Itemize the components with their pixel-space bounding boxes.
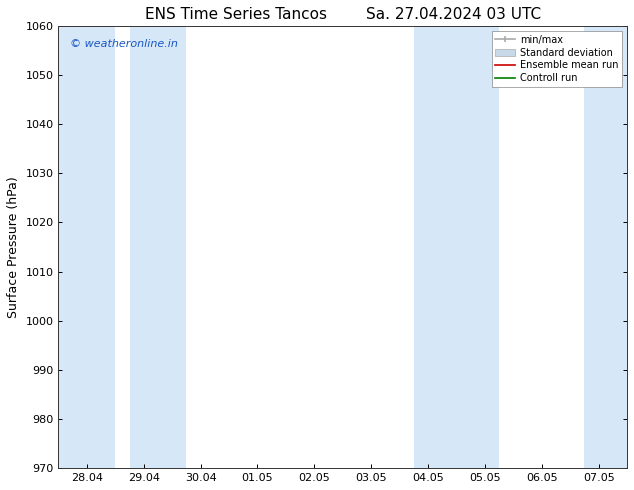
Y-axis label: Surface Pressure (hPa): Surface Pressure (hPa) — [7, 176, 20, 318]
Bar — [129, 26, 186, 468]
Text: © weatheronline.in: © weatheronline.in — [70, 39, 178, 49]
Title: ENS Time Series Tancos        Sa. 27.04.2024 03 UTC: ENS Time Series Tancos Sa. 27.04.2024 03… — [145, 7, 541, 22]
Bar — [58, 26, 115, 468]
Legend: min/max, Standard deviation, Ensemble mean run, Controll run: min/max, Standard deviation, Ensemble me… — [491, 31, 622, 87]
Bar — [414, 26, 499, 468]
Bar — [585, 26, 627, 468]
